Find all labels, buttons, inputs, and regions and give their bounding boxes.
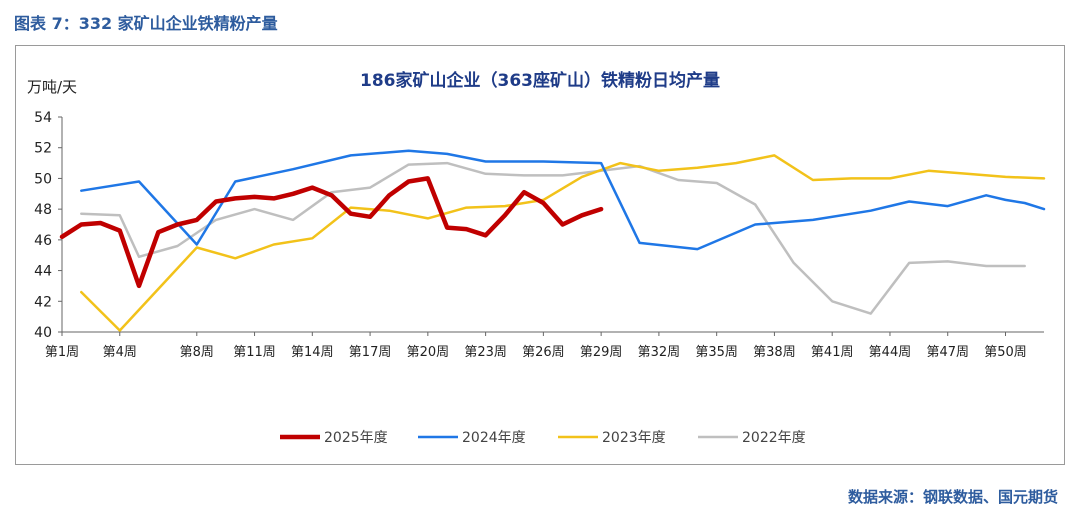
x-tick-label: 第26周 xyxy=(522,345,565,360)
axes-group: 40 42 44 46 48 50 52 54 第1周 第4周 第8周 第11周 第14周 第17周 第20… xyxy=(34,110,1044,360)
x-tick-label: 第20周 xyxy=(407,345,450,360)
legend-item-2023: 2023年度 xyxy=(558,430,666,446)
legend: 2025年度 2024年度 2023年度 2022年度 xyxy=(280,430,806,446)
y-tick-label: 42 xyxy=(34,294,52,310)
y-axis-unit-label: 万吨/天 xyxy=(27,78,77,96)
x-tick-label: 第8周 xyxy=(180,345,214,360)
y-tick-label: 44 xyxy=(34,264,52,280)
source-note: 数据来源：钢联数据、国元期货 xyxy=(847,488,1058,506)
x-tick-label: 第38周 xyxy=(753,345,796,360)
x-tick-label: 第11周 xyxy=(233,345,276,360)
series-group xyxy=(59,149,1046,332)
y-tick-label: 48 xyxy=(34,202,52,218)
x-tick-label: 第17周 xyxy=(349,345,392,360)
x-tick-label: 第44周 xyxy=(869,345,912,360)
y-tick-label: 50 xyxy=(34,171,52,187)
legend-label: 2023年度 xyxy=(602,430,666,446)
legend-item-2024: 2024年度 xyxy=(418,430,526,446)
series-line-2023 xyxy=(80,154,1046,332)
x-tick-label: 第47周 xyxy=(926,345,969,360)
legend-label: 2024年度 xyxy=(462,430,526,446)
chart-frame xyxy=(15,45,1065,465)
x-tick-label: 第41周 xyxy=(811,345,854,360)
x-tick-label: 第1周 xyxy=(45,345,79,360)
series-line-2022 xyxy=(80,161,1026,315)
chart-title: 186家矿山企业（363座矿山）铁精粉日均产量 xyxy=(360,70,720,91)
series-line-2024 xyxy=(80,149,1046,251)
x-tick-label: 第23周 xyxy=(464,345,507,360)
legend-item-2022: 2022年度 xyxy=(698,430,806,446)
x-tick-label: 第35周 xyxy=(695,345,738,360)
y-tick-label: 54 xyxy=(34,110,52,126)
figure-title: 图表 7：332 家矿山企业铁精粉产量 xyxy=(14,14,278,33)
x-tick-label: 第29周 xyxy=(580,345,623,360)
legend-item-2025: 2025年度 xyxy=(280,430,388,446)
legend-label: 2025年度 xyxy=(324,430,388,446)
y-tick-label: 46 xyxy=(34,233,52,249)
legend-label: 2022年度 xyxy=(742,430,806,446)
x-tick-label: 第14周 xyxy=(291,345,334,360)
y-tick-label: 52 xyxy=(34,141,52,157)
x-tick-label: 第32周 xyxy=(638,345,681,360)
series-line-2025 xyxy=(59,176,604,289)
x-tick-label: 第4周 xyxy=(103,345,137,360)
y-tick-label: 40 xyxy=(34,325,52,341)
x-tick-label: 第50周 xyxy=(984,345,1027,360)
